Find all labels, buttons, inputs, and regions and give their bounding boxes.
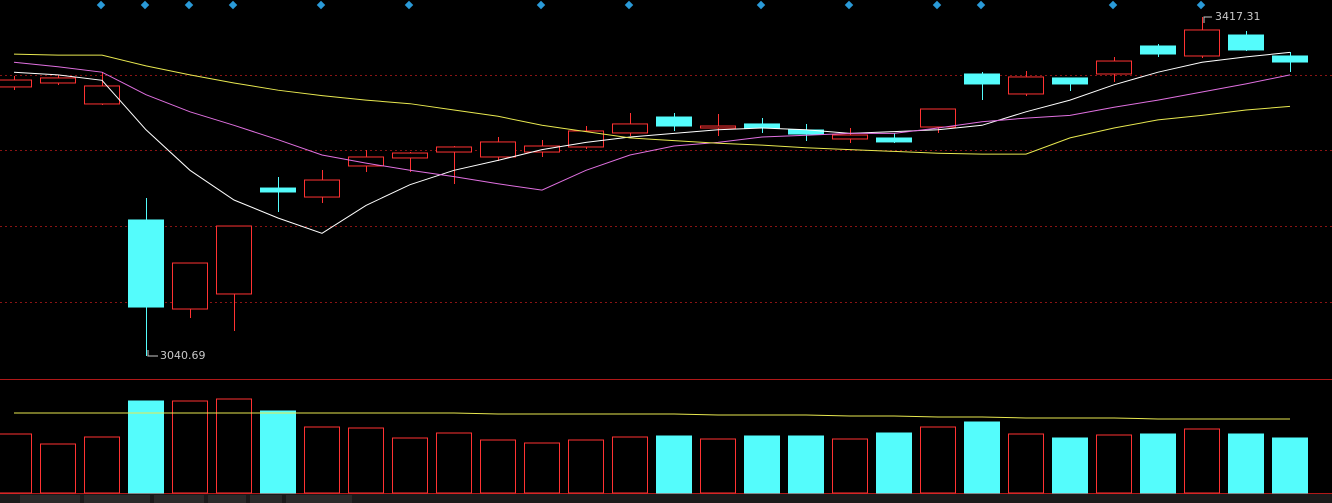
annotation-line — [147, 350, 158, 357]
volume-bar — [84, 436, 120, 494]
candle-body — [832, 134, 868, 140]
candle-body — [172, 262, 208, 310]
candle-body — [0, 79, 32, 88]
candle-body — [1272, 55, 1308, 63]
candle-body — [1184, 29, 1220, 57]
candle-body — [920, 108, 956, 128]
volume-bar — [524, 442, 560, 494]
volume-bar — [788, 435, 824, 494]
volume-bar — [744, 435, 780, 494]
candle-body — [480, 141, 516, 158]
volume-bar — [216, 398, 252, 494]
volume-bar — [1096, 434, 1132, 494]
candle-body — [392, 152, 428, 159]
candle-body — [216, 225, 252, 295]
tab[interactable] — [208, 495, 246, 503]
candle-body — [304, 179, 340, 198]
volume-bar — [832, 438, 868, 494]
candle-body — [656, 116, 692, 127]
tab[interactable] — [250, 495, 282, 503]
event-marker — [404, 0, 414, 10]
tabs — [20, 495, 352, 503]
volume-bar — [1228, 433, 1264, 494]
candle-body — [1008, 76, 1044, 95]
tab-strip — [0, 494, 1332, 503]
volume-bar — [304, 426, 340, 494]
volume-bar — [260, 410, 296, 494]
moving-average — [13, 61, 1291, 191]
tab[interactable] — [286, 495, 352, 503]
moving-average — [13, 53, 1291, 155]
candle-body — [744, 123, 780, 129]
volume-bar — [1272, 437, 1308, 494]
high-label: 3417.31 — [1215, 10, 1261, 23]
volume-bar — [964, 421, 1000, 494]
volume-bar — [568, 439, 604, 494]
volume-bar — [1052, 437, 1088, 494]
volume-bar — [1008, 433, 1044, 494]
candle-body — [524, 145, 560, 153]
volume-bar — [1184, 428, 1220, 494]
candle-body — [700, 125, 736, 129]
volume-bar — [1140, 433, 1176, 494]
candle-body — [876, 137, 912, 143]
candle-body — [40, 77, 76, 84]
volume-bar — [876, 432, 912, 494]
volume-bar — [656, 435, 692, 494]
volume-bar — [0, 433, 32, 494]
candle-body — [1228, 34, 1264, 51]
candle-body — [612, 123, 648, 134]
candle-body — [1052, 77, 1088, 85]
candle-body — [1096, 60, 1132, 75]
volume-bar — [612, 436, 648, 494]
low-label: 3040.69 — [160, 349, 206, 362]
volume-bar — [348, 427, 384, 494]
candle-body — [1140, 45, 1176, 55]
volume-bar — [40, 443, 76, 494]
candle-body — [348, 156, 384, 167]
tab[interactable] — [154, 495, 204, 503]
candle-body — [260, 187, 296, 193]
moving-average — [13, 51, 1291, 234]
volume-bar — [128, 400, 164, 494]
candle-body — [84, 85, 120, 105]
volume-bar — [920, 426, 956, 494]
candle-body — [436, 146, 472, 153]
moving-average — [14, 412, 1290, 420]
candle-body — [964, 73, 1000, 85]
volume-bar — [480, 439, 516, 494]
annotation-line — [1203, 16, 1212, 24]
tab[interactable] — [84, 495, 150, 503]
tab[interactable] — [20, 495, 80, 503]
event-marker — [316, 0, 326, 10]
volume-bar — [700, 438, 736, 494]
candle-body — [128, 219, 164, 308]
candle-body — [568, 130, 604, 148]
volume-bar — [172, 400, 208, 494]
volume-bar — [436, 432, 472, 494]
volume-bar — [392, 437, 428, 494]
